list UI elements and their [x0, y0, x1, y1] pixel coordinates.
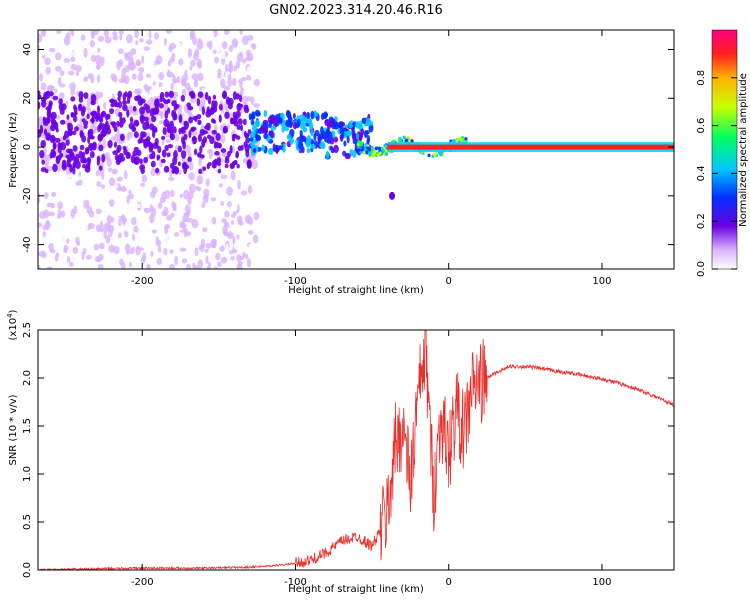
snr-ytick-label: 1.5: [22, 418, 33, 434]
svg-text:(x104): (x104): [6, 309, 19, 340]
snr-ytick-label: 0.0: [22, 562, 33, 578]
colorbar-gradient: [711, 29, 738, 270]
snr-scale-label: (x104): [6, 309, 19, 340]
snr-ylabel: SNR (10 * v/v): [8, 394, 19, 465]
colorbar-tick-label: 0.0: [696, 261, 707, 277]
colorbar-ticks: 0.0 0.2 0.4 0.6 0.8: [696, 70, 737, 277]
spectrogram-ytick-label: 0: [22, 144, 33, 150]
snr-panel: -200 -100 0 100 0.0 0.5 1.0 1.5 2.0 2.5 Height of…: [6, 309, 675, 595]
snr-ytick-label: 1.0: [22, 466, 33, 482]
snr-xtick-label: -100: [284, 577, 307, 588]
spectrogram-ytick-label: 40: [22, 43, 33, 56]
snr-frame: [37, 329, 675, 571]
colorbar-label: Normalized spectral amplitude: [738, 73, 749, 227]
spectrogram-xtick-label: 0: [446, 276, 452, 287]
spectrogram-frame: [37, 29, 675, 270]
snr-xtick-label: 100: [592, 577, 611, 588]
snr-xtick-label: 0: [446, 577, 452, 588]
carrier-line: [387, 144, 674, 150]
snr-xlabel: Height of straight line (km): [288, 584, 424, 595]
spectrogram-ytick-label: 20: [22, 92, 33, 105]
snr-series-line: [38, 330, 674, 570]
spectrogram-xtick-label: -100: [284, 276, 307, 287]
figure-title: GN02.2023.314.20.46.R16: [269, 3, 443, 18]
snr-scale-base: (x10: [8, 318, 19, 341]
snr-ytick-label: 0.5: [22, 514, 33, 530]
spectrogram-heatmap: [38, 30, 674, 269]
snr-ticks: -200 -100 0 100 0.0 0.5 1.0 1.5 2.0 2.5: [22, 322, 674, 588]
snr-scale-exp: 4: [6, 313, 14, 318]
colorbar-tick-label: 0.6: [696, 118, 707, 134]
colorbar: 0.0 0.2 0.4 0.6 0.8 Normalized spectral ampl…: [696, 29, 749, 277]
colorbar-tick-label: 0.4: [696, 165, 707, 181]
spectrogram-ylabel: Frequency (Hz): [8, 112, 19, 188]
colorbar-tick-label: 0.8: [696, 70, 707, 86]
snr-ytick-label: 2.0: [22, 370, 33, 386]
colorbar-tick-label: 0.2: [696, 213, 707, 229]
snr-ytick-label: 2.5: [22, 322, 33, 338]
snr-xtick-label: -200: [131, 577, 154, 588]
spectrogram-xtick-label: 100: [592, 276, 611, 287]
spectrogram-xlabel: Height of straight line (km): [288, 285, 424, 296]
spectrogram-xtick-label: -200: [131, 276, 154, 287]
spectrogram-ytick-label: -20: [22, 188, 33, 204]
spectrogram-ytick-label: -40: [22, 236, 33, 252]
